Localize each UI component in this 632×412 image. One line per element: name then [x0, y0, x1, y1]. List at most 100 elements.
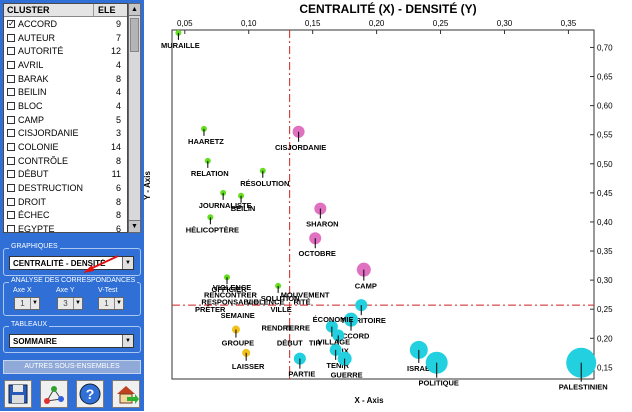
cluster-count: 3: [115, 128, 121, 139]
help-icon: ?: [79, 383, 101, 405]
cluster-list-item[interactable]: CONTRÔLE 8: [4, 154, 127, 168]
cluster-list-scrollbar[interactable]: ▲ ▼: [128, 3, 141, 233]
scroll-thumb[interactable]: [130, 18, 139, 52]
tableaux-select[interactable]: SOMMAIRE ▼: [9, 334, 134, 348]
x-tick-label: 0,20: [369, 19, 385, 28]
cluster-name: CAMP: [18, 114, 45, 125]
cluster-list[interactable]: CLUSTER ELE ✓ ACCORD 9 AUTEUR 7 AUTORITÉ 12 AVR…: [3, 3, 128, 233]
cluster-list-item[interactable]: ÉCHEC 8: [4, 209, 127, 223]
vtest-select[interactable]: 1 ▼: [98, 297, 124, 310]
point-label: OFFICIER: [211, 285, 247, 294]
point-label: HAARETZ: [188, 137, 224, 146]
scroll-down-arrow-icon[interactable]: ▼: [129, 220, 140, 232]
network-graph-button[interactable]: [40, 380, 68, 408]
point-label: JOURNALISTE: [199, 201, 252, 210]
cluster-list-item[interactable]: BEILIN 4: [4, 85, 127, 99]
y-tick-label: 0,45: [597, 189, 613, 198]
cluster-checkbox[interactable]: [7, 47, 15, 56]
graphiques-title: GRAPHIQUES: [9, 243, 60, 250]
graphiques-selected: CENTRALITÉ - DENSITÉ: [13, 258, 106, 268]
cluster-count: 12: [110, 46, 121, 57]
x-tick-label: 0,10: [241, 19, 257, 28]
chevron-down-icon: ▼: [122, 257, 133, 269]
point-label: RITÉ: [293, 298, 310, 307]
cluster-checkbox[interactable]: [7, 184, 15, 193]
cluster-checkbox[interactable]: [7, 88, 15, 97]
cluster-name: BEILIN: [18, 87, 47, 98]
pointer-arrow-icon: [83, 255, 119, 273]
axe-y-select[interactable]: 3 ▼: [57, 297, 83, 310]
cluster-checkbox[interactable]: [7, 33, 15, 42]
x-tick-label: 0,30: [497, 19, 513, 28]
point-label: VILLE: [270, 305, 291, 314]
y-tick-label: 0,25: [597, 305, 613, 314]
cluster-name: CONTRÔLE: [18, 155, 69, 166]
cluster-name: EGYPTE: [18, 224, 55, 233]
help-button[interactable]: ?: [76, 380, 104, 408]
cluster-count: 8: [115, 210, 121, 221]
cluster-name: AVRIL: [18, 59, 44, 70]
cluster-checkbox[interactable]: [7, 170, 15, 179]
cluster-list-item[interactable]: CISJORDANIE 3: [4, 127, 127, 141]
cluster-list-item[interactable]: AUTORITÉ 12: [4, 44, 127, 58]
cluster-list-item[interactable]: EGYPTE 6: [4, 222, 127, 233]
axe-y-label: Axe Y: [56, 287, 75, 294]
cluster-name: BARAK: [18, 73, 49, 84]
cluster-list-item[interactable]: CAMP 5: [4, 113, 127, 127]
home-exit-button[interactable]: [112, 380, 140, 408]
cluster-list-item[interactable]: COLONIE 14: [4, 140, 127, 154]
cluster-checkbox[interactable]: [7, 60, 15, 69]
cluster-checkbox[interactable]: [7, 129, 15, 138]
cluster-checkbox[interactable]: [7, 197, 15, 206]
graphiques-select[interactable]: CENTRALITÉ - DENSITÉ ▼: [9, 256, 134, 270]
autres-sous-ensembles-button[interactable]: AUTRES SOUS-ENSEMBLES: [3, 360, 141, 374]
cluster-column-header[interactable]: CLUSTER: [4, 4, 94, 16]
point-label: GUERRE: [331, 371, 363, 380]
point-label: ISRAËL: [407, 364, 435, 373]
axe-x-select[interactable]: 1 ▼: [14, 297, 40, 310]
point-label: RESPONSABLE: [201, 298, 258, 307]
save-button[interactable]: [4, 380, 32, 408]
point-label: HÉLICOPTÈRE: [186, 225, 239, 234]
cluster-list-item[interactable]: DÉBUT 11: [4, 168, 127, 182]
point-label: MURAILLE: [161, 41, 200, 50]
graphiques-panel: GRAPHIQUES CENTRALITÉ - DENSITÉ ▼: [3, 243, 141, 276]
point-label: ÉCONOMIE: [313, 315, 354, 324]
y-tick-label: 0,40: [597, 218, 613, 227]
cluster-list-item[interactable]: AUTEUR 7: [4, 31, 127, 45]
cluster-checkbox[interactable]: [7, 74, 15, 83]
cluster-checkbox[interactable]: [7, 225, 15, 232]
ele-column-header[interactable]: ELE: [98, 5, 116, 15]
point-label: RELATION: [191, 169, 229, 178]
cluster-checkbox[interactable]: ✓: [7, 18, 15, 28]
cluster-list-item[interactable]: DESTRUCTION 6: [4, 181, 127, 195]
analyse-panel: ANALYSE DES CORRESPONDANCES Axe X Axe Y …: [3, 277, 141, 316]
cluster-count: 9: [115, 18, 121, 29]
axe-y-value: 3: [63, 299, 68, 308]
y-tick-label: 0,65: [597, 73, 613, 82]
cluster-list-item[interactable]: AVRIL 4: [4, 58, 127, 72]
plot-area: [171, 29, 595, 380]
x-tick-label: 0,35: [561, 19, 577, 28]
cluster-checkbox[interactable]: [7, 156, 15, 165]
chevron-down-icon: ▼: [30, 298, 39, 309]
vtest-label: V-Test: [98, 287, 118, 294]
tableaux-selected: SOMMAIRE: [13, 336, 57, 346]
cluster-count: 8: [115, 196, 121, 207]
y-tick-label: 0,60: [597, 102, 613, 111]
cluster-list-item[interactable]: BARAK 8: [4, 72, 127, 86]
cluster-list-item[interactable]: ✓ ACCORD 9: [4, 17, 127, 31]
y-tick-label: 0,70: [597, 43, 613, 52]
point-label: ACCORD: [337, 332, 370, 341]
cluster-checkbox[interactable]: [7, 211, 15, 220]
point-label: POLITIQUE: [418, 379, 458, 388]
cluster-list-item[interactable]: DROIT 8: [4, 195, 127, 209]
scroll-up-arrow-icon[interactable]: ▲: [129, 4, 140, 16]
cluster-checkbox[interactable]: [7, 101, 15, 110]
cluster-checkbox[interactable]: [7, 115, 15, 124]
cluster-list-item[interactable]: BLOC 4: [4, 99, 127, 113]
network-graph-icon: [44, 386, 64, 404]
y-axis-title: Y - Axis: [143, 171, 152, 200]
cluster-checkbox[interactable]: [7, 143, 15, 152]
